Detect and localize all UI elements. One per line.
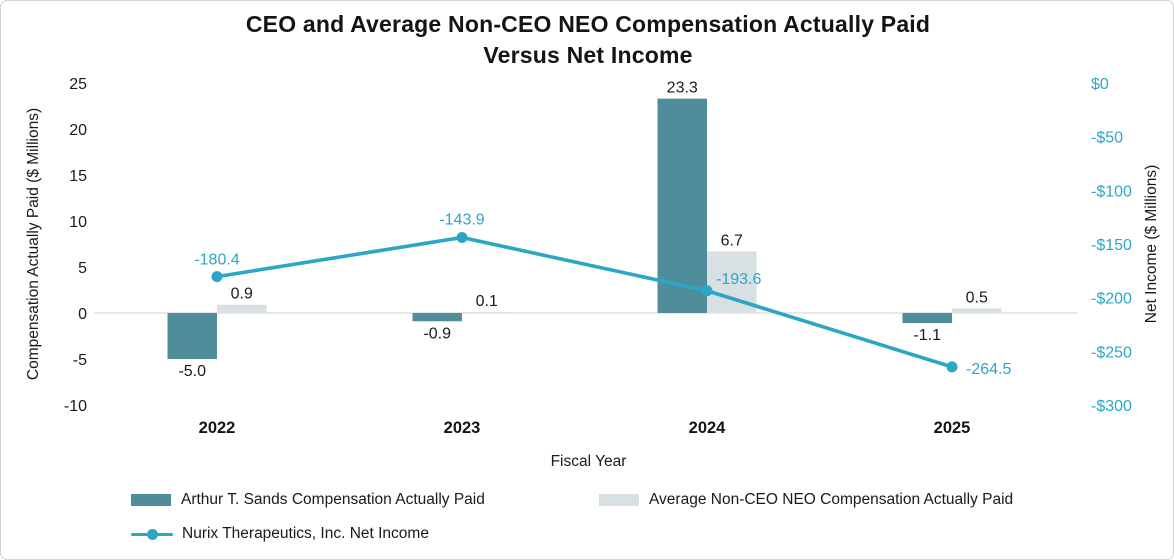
chart-title-line2: Versus Net Income [483, 42, 693, 68]
left-axis-tick-10: 10 [69, 214, 87, 231]
chart-title-line1: CEO and Average Non-CEO NEO Compensation… [245, 11, 931, 37]
right-axis-tick--50: -$50 [1091, 130, 1123, 147]
left-axis-tick--10: -10 [64, 398, 87, 415]
bar-neo-2023 [462, 312, 512, 314]
bar-label-neo-2022: 0.9 [231, 286, 253, 303]
legend-item-neo: Average Non-CEO NEO Compensation Actuall… [599, 490, 1013, 510]
bar-ceo-2023 [412, 313, 462, 322]
legend-label-ceo: Arthur T. Sands Compensation Actually Pa… [181, 491, 485, 508]
bar-label-ceo-2025: -1.1 [913, 327, 941, 344]
legend-swatch-ceo [131, 494, 171, 506]
bar-label-neo-2024: 6.7 [721, 232, 743, 249]
x-axis-title: Fiscal Year [550, 453, 627, 470]
legend-swatch-neo [599, 494, 639, 506]
x-tick-2024: 2024 [689, 419, 727, 437]
left-axis-tick-25: 25 [69, 76, 87, 93]
legend-label-net-income: Nurix Therapeutics, Inc. Net Income [182, 525, 429, 542]
right-axis-tick--200: -$200 [1091, 291, 1132, 308]
legend-line-dot [146, 528, 158, 540]
net-income-line [216, 235, 953, 369]
left-axis-tick--5: -5 [73, 352, 87, 369]
bar-neo-2025 [952, 308, 1002, 313]
x-tick-2025: 2025 [934, 419, 971, 437]
left-axis-tick-5: 5 [78, 260, 87, 277]
bar-ceo-2025 [902, 313, 952, 324]
line-label-2023: -143.9 [439, 211, 484, 228]
left-axis-tick-20: 20 [69, 122, 87, 139]
left-axis-tick-15: 15 [69, 168, 87, 185]
left-axis-tick-0: 0 [78, 306, 87, 323]
bar-label-ceo-2022: -5.0 [178, 363, 206, 380]
legend-item-net-income: Nurix Therapeutics, Inc. Net Income [131, 524, 429, 544]
line-label-2024: -193.6 [716, 271, 761, 288]
bar-ceo-2022 [167, 313, 217, 359]
bar-label-ceo-2023: -0.9 [423, 325, 451, 342]
bar-ceo-2024 [657, 98, 707, 313]
bar-label-neo-2023: 0.1 [476, 293, 498, 310]
right-axis-tick--100: -$100 [1091, 183, 1132, 200]
legend-label-neo: Average Non-CEO NEO Compensation Actuall… [649, 491, 1014, 508]
right-axis-tick--300: -$300 [1091, 398, 1132, 415]
right-axis-tick-0: $0 [1091, 76, 1109, 93]
chart-title: CEO and Average Non-CEO NEO Compensation… [1, 9, 1173, 71]
net-income-point-2022 [211, 271, 223, 283]
legend-item-ceo: Arthur T. Sands Compensation Actually Pa… [131, 490, 485, 510]
net-income-point-2023 [456, 231, 468, 243]
right-axis-tick--250: -$250 [1091, 344, 1132, 361]
bar-label-neo-2025: 0.5 [966, 289, 988, 306]
bar-label-ceo-2024: 23.3 [667, 80, 698, 97]
line-label-2022: -180.4 [194, 252, 239, 269]
net-income-point-2024 [701, 285, 713, 297]
right-axis-tick--150: -$150 [1091, 237, 1132, 254]
x-tick-2023: 2023 [444, 419, 481, 437]
bar-neo-2022 [217, 304, 267, 313]
line-label-2025: -264.5 [966, 361, 1011, 378]
legend-line-marker [131, 528, 173, 540]
net-income-point-2025 [946, 361, 958, 373]
x-tick-2022: 2022 [199, 419, 236, 437]
